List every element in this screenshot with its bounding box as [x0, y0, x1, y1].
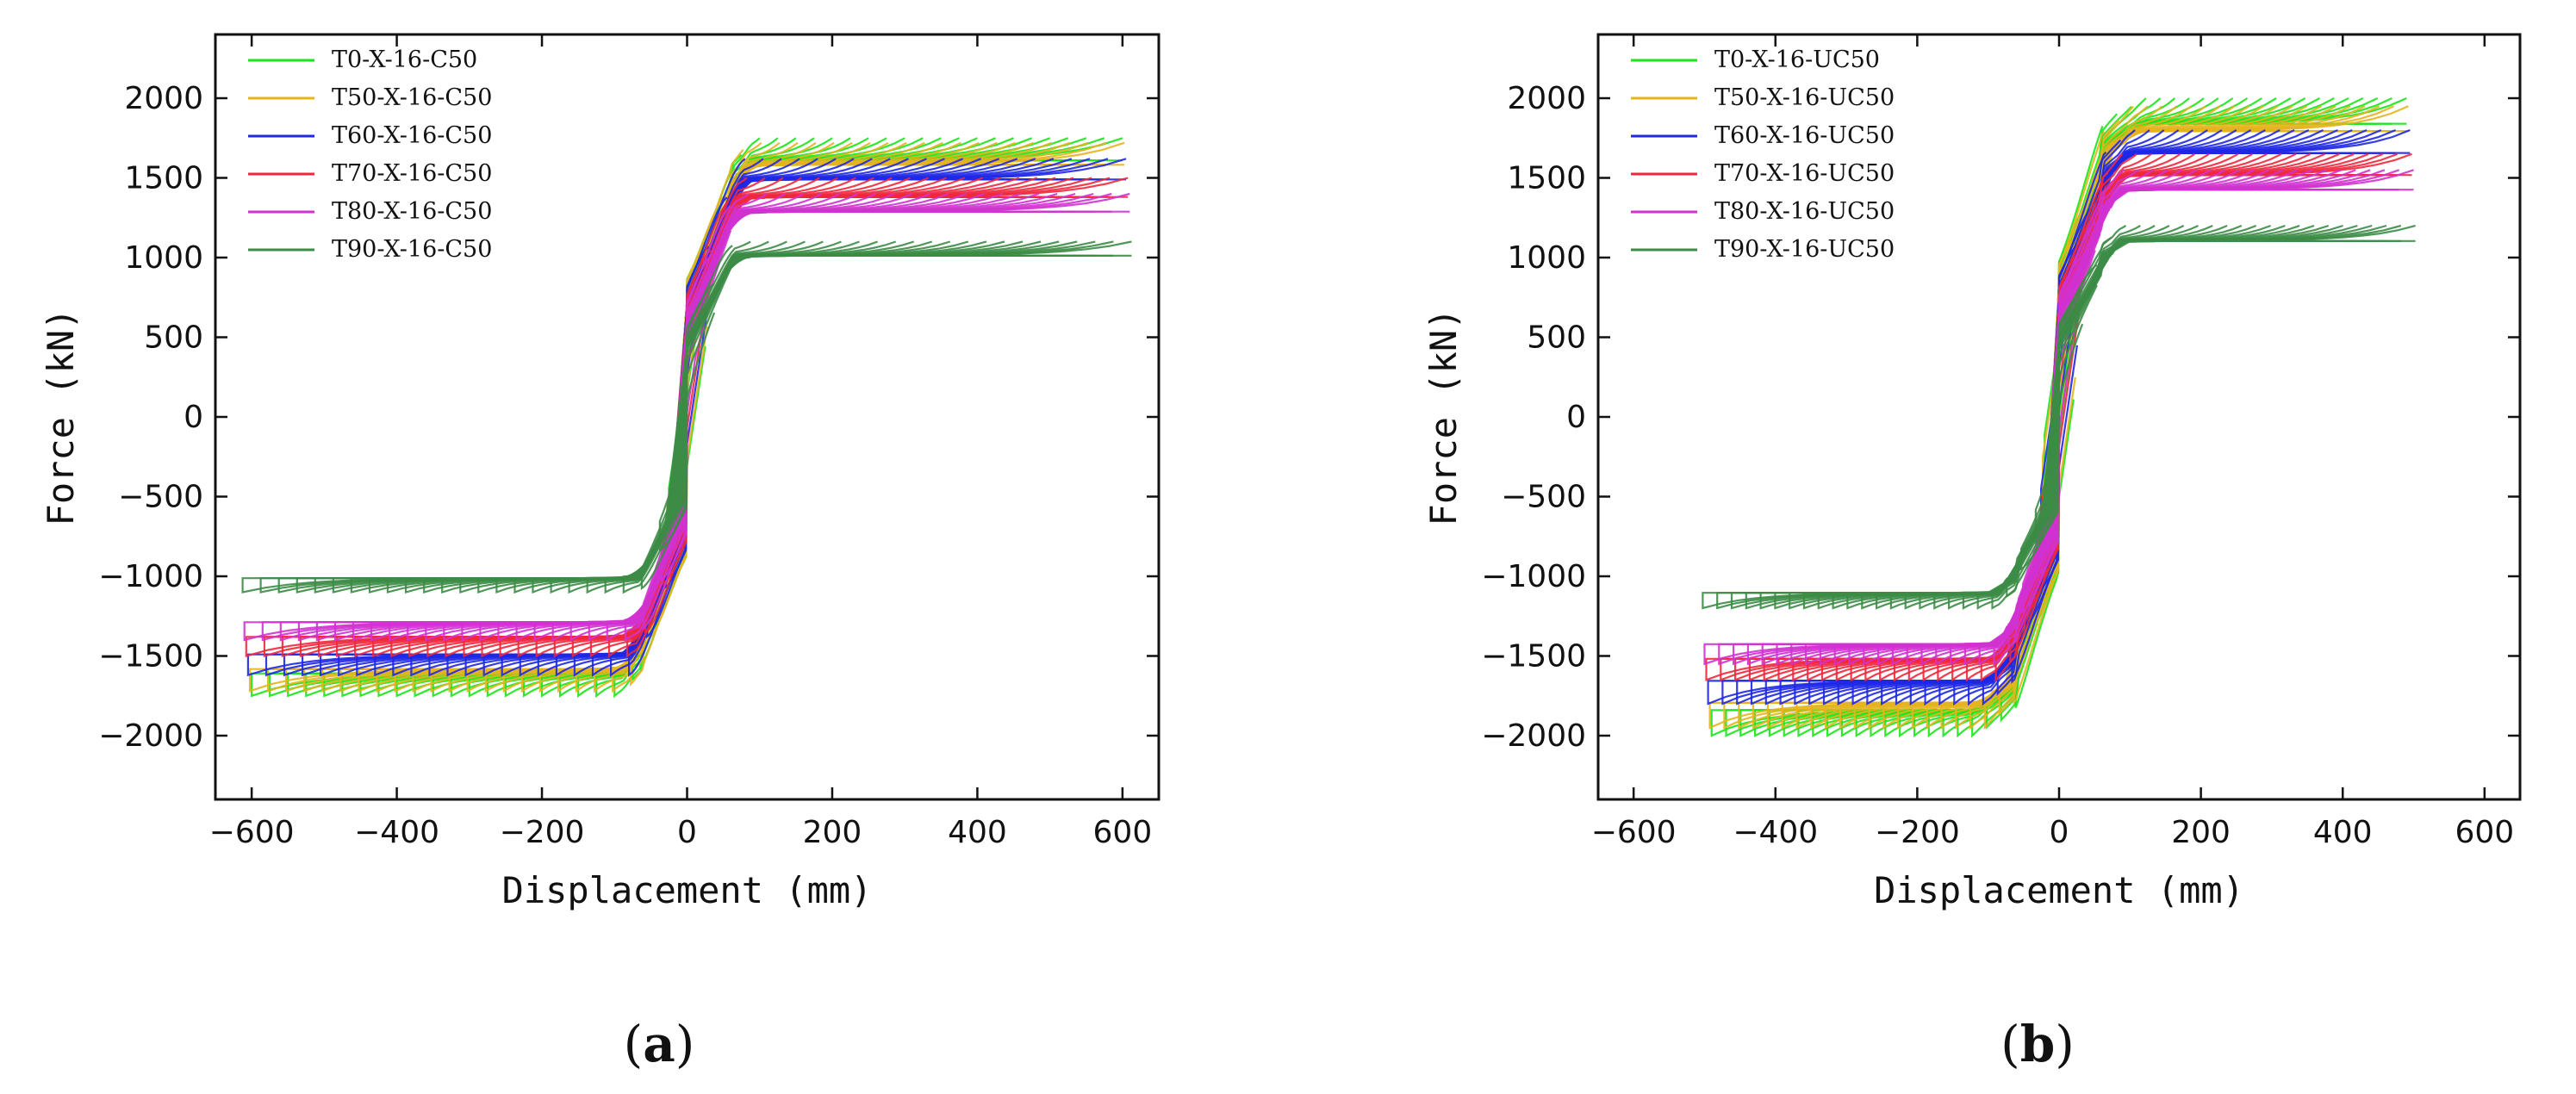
y-tick-label: 0	[184, 400, 203, 435]
loop-curve	[1707, 128, 2411, 706]
loop-curve	[245, 177, 1129, 657]
axis-ticks-b: −600 −400 −200 0 200 400 600−2000−1500−1000−50…	[1481, 34, 2520, 850]
x-tick-label: −600	[1591, 815, 1677, 850]
y-tick-label: 2000	[1507, 81, 1586, 116]
legend-label: T50-X-16-UC50	[1714, 84, 1895, 111]
x-tick-label: 400	[948, 815, 1007, 850]
series-T80-X-16-C50	[243, 192, 1130, 643]
x-tick-label: 600	[2455, 815, 2514, 850]
x-tick-label: 0	[677, 815, 697, 850]
y-tick-label: 0	[1566, 400, 1586, 435]
x-tick-label: −200	[1875, 815, 1960, 850]
y-tick-label: −500	[1501, 480, 1586, 515]
panel-label-a: (a)	[624, 1015, 695, 1073]
y-tick-label: 500	[1527, 320, 1586, 356]
legend-a: T0-X-16-C50 T50-X-16-C50 T60-X-16-C50 T70-X…	[248, 47, 492, 263]
series-T90-X-16-C50	[241, 240, 1132, 594]
x-tick-label: 200	[2171, 815, 2231, 850]
chart-panel-a: −600 −400 −200 0 200 400 600−2000−1500−1000−50…	[40, 33, 1160, 1073]
y-tick-label: −2000	[1481, 718, 1586, 754]
y-tick-label: −1500	[98, 639, 203, 674]
x-tick-label: −600	[209, 815, 295, 850]
legend-label: T70-X-16-UC50	[1714, 160, 1895, 187]
loop-curve	[1703, 169, 2414, 666]
y-tick-label: 1500	[124, 161, 203, 196]
legend-label: T0-X-16-UC50	[1714, 47, 1880, 73]
legend-label: T70-X-16-C50	[332, 160, 492, 187]
y-tick-label: 500	[144, 320, 203, 356]
y-tick-label: 1500	[1507, 161, 1586, 196]
y-tick-label: −2000	[98, 718, 203, 754]
legend-label: T50-X-16-C50	[332, 84, 492, 111]
y-tick-label: 1000	[1507, 240, 1586, 276]
axis-ticks-a: −600 −400 −200 0 200 400 600−2000−1500−1000−50…	[98, 34, 1159, 850]
legend-b: T0-X-16-UC50 T50-X-16-UC50 T60-X-16-UC50 T7…	[1631, 47, 1895, 263]
y-axis-label-a: Force (kN)	[40, 308, 82, 526]
legend-label: T0-X-16-C50	[332, 47, 477, 73]
legend-label: T60-X-16-UC50	[1714, 122, 1895, 149]
panel-label-b: (b)	[2000, 1015, 2075, 1073]
y-tick-label: −1000	[98, 559, 203, 594]
x-tick-label: 600	[1093, 815, 1153, 850]
loop-curve	[241, 240, 1132, 594]
hysteresis-curves-b	[1702, 96, 2416, 738]
legend-label: T90-X-16-C50	[332, 236, 492, 263]
loop-curve	[246, 158, 1127, 677]
y-tick-label: −1500	[1481, 639, 1586, 674]
series-T90-X-16-UC50	[1702, 224, 2416, 610]
y-axis-label-b: Force (kN)	[1422, 308, 1465, 526]
x-tick-label: −200	[500, 815, 585, 850]
loop-curve	[1708, 105, 2409, 730]
loop-curve	[1702, 224, 2416, 610]
x-axis-label-a: Displacement (mm)	[502, 869, 873, 911]
loop-curve	[1993, 169, 2125, 667]
loop-curve	[1991, 225, 2127, 610]
hysteresis-curves-a	[241, 137, 1132, 699]
x-tick-label: 400	[2313, 815, 2373, 850]
x-tick-label: 200	[803, 815, 862, 850]
legend-label: T90-X-16-UC50	[1714, 236, 1895, 263]
x-tick-label: 0	[2050, 815, 2069, 850]
loop-curve	[243, 192, 1130, 642]
x-tick-label: −400	[354, 815, 439, 850]
series-T80-X-16-UC50	[1703, 169, 2414, 667]
legend-label: T80-X-16-C50	[332, 198, 492, 225]
legend-label: T80-X-16-UC50	[1714, 198, 1895, 225]
y-tick-label: −1000	[1481, 559, 1586, 594]
y-tick-label: −500	[118, 480, 203, 515]
y-tick-label: 2000	[124, 81, 203, 116]
y-tick-label: 1000	[124, 240, 203, 276]
x-tick-label: −400	[1733, 815, 1818, 850]
x-axis-label-b: Displacement (mm)	[1874, 869, 2244, 911]
loop-curve	[248, 141, 1125, 693]
legend-label: T60-X-16-C50	[332, 122, 492, 149]
chart-panel-b: −600 −400 −200 0 200 400 600−2000−1500−1000−50…	[1422, 33, 2522, 1073]
